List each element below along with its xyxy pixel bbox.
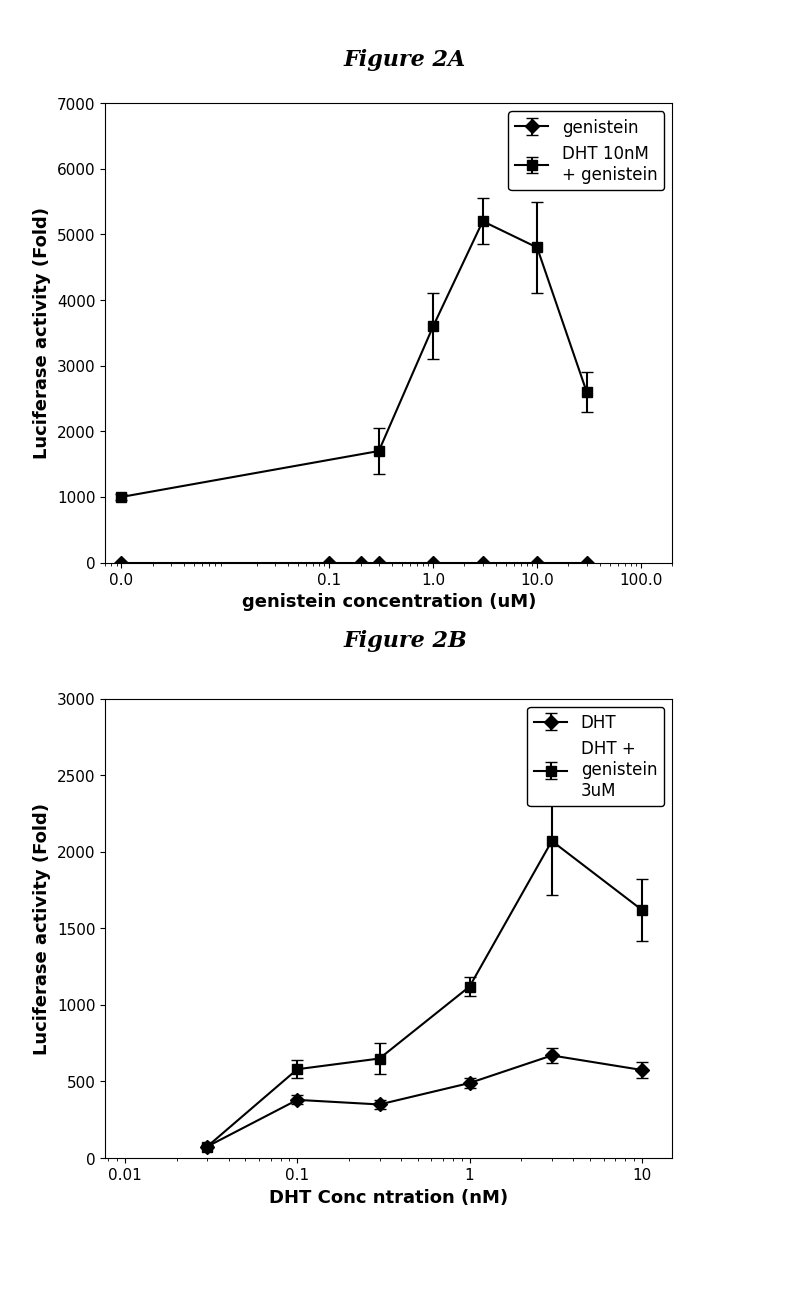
X-axis label: DHT Conc ntration (nM): DHT Conc ntration (nM): [269, 1188, 509, 1206]
X-axis label: genistein concentration (uM): genistein concentration (uM): [241, 593, 536, 611]
Legend: genistein, DHT 10nM
+ genistein: genistein, DHT 10nM + genistein: [509, 111, 664, 190]
Text: Figure 2B: Figure 2B: [343, 630, 467, 652]
Y-axis label: Luciferase activity (Fold): Luciferase activity (Fold): [33, 802, 51, 1055]
Text: Figure 2A: Figure 2A: [344, 49, 466, 71]
Y-axis label: Luciferase activity (Fold): Luciferase activity (Fold): [33, 207, 51, 459]
Legend: DHT, DHT +
genistein
3uM: DHT, DHT + genistein 3uM: [527, 707, 664, 806]
